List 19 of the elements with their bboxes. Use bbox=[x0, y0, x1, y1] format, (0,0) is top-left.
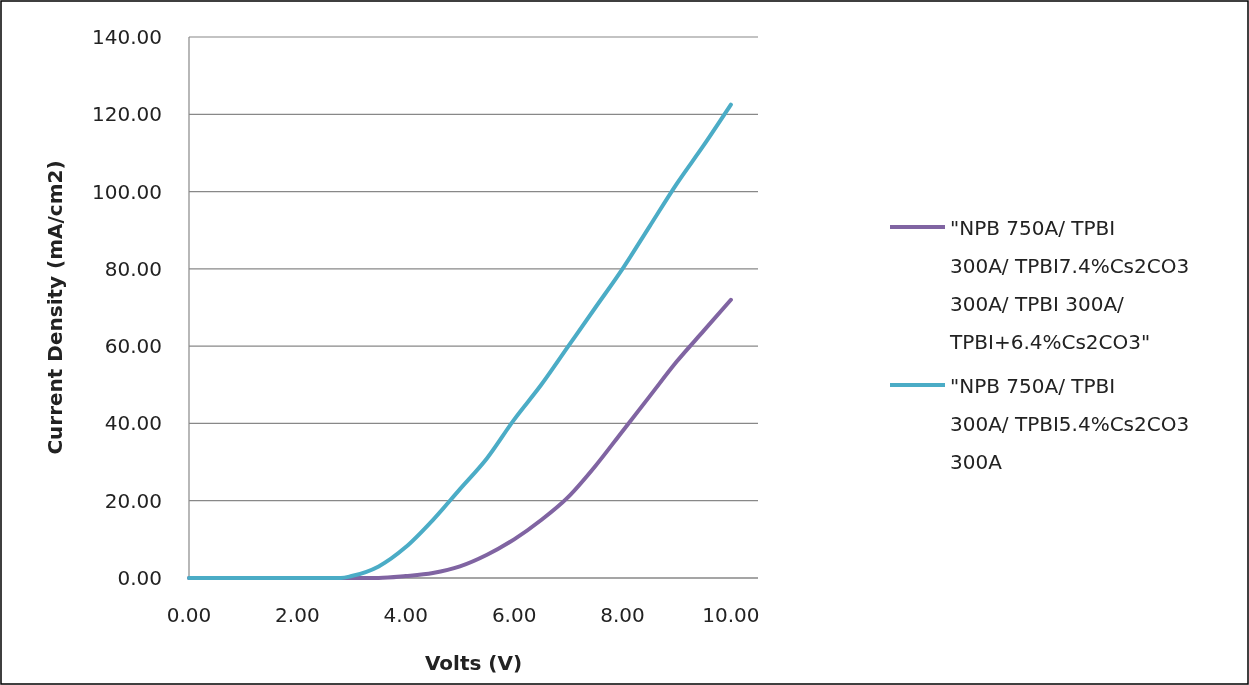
x-tick-label: 10.00 bbox=[702, 603, 760, 627]
y-tick-label: 100.00 bbox=[92, 179, 162, 204]
y-tick-label: 120.00 bbox=[92, 102, 162, 127]
x-tick-label: 8.00 bbox=[600, 603, 645, 627]
x-axis-title: Volts (V) bbox=[424, 651, 523, 675]
x-tick-label: 4.00 bbox=[383, 603, 429, 627]
line-series bbox=[187, 102, 733, 580]
y-tick-label: 20.00 bbox=[104, 488, 162, 513]
y-tick-label: 40.00 bbox=[104, 411, 162, 436]
legend-label: "NPB 750A/ TPBI 300A/ TPBI7.4%Cs2CO3 300A/ TPBI 300A/ TPBI+6.4%Cs2CO3" bbox=[949, 216, 1190, 354]
y-tick-label: 140.00 bbox=[92, 25, 162, 49]
y-tick-label: 80.00 bbox=[104, 256, 162, 281]
x-tick-label: 6.00 bbox=[491, 603, 537, 627]
y-axis-title: Current Density (mA/cm2) bbox=[43, 160, 67, 455]
x-tick-label: 0.00 bbox=[166, 603, 212, 627]
legend-label: "NPB 750A/ TPBI 300A/ TPBI5.4%Cs2CO3 300A bbox=[950, 374, 1190, 474]
y-tick-label: 0.00 bbox=[117, 566, 162, 590]
x-tick-label: 2.00 bbox=[275, 603, 320, 627]
y-tick-label: 60.00 bbox=[104, 334, 162, 359]
